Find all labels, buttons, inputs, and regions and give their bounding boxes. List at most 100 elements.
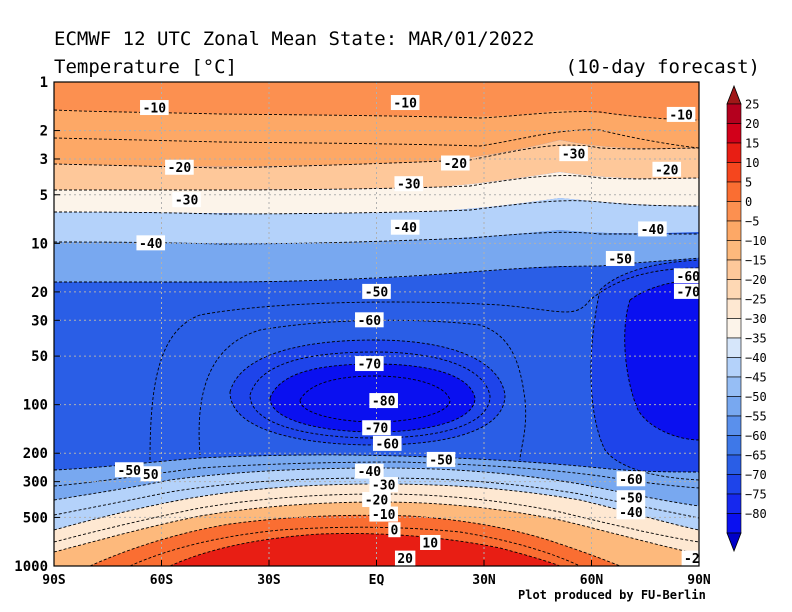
colorbar-swatch [726, 357, 742, 378]
y-tick-label: 100 [23, 398, 48, 414]
contour-label: 20 [397, 552, 413, 567]
contour-label: -50 [429, 453, 453, 468]
contour-label: -10 [393, 97, 417, 112]
contour-label: -40 [139, 237, 163, 252]
contour-label: -50 [365, 285, 389, 300]
x-axis: 90S 60S 30S EQ 30N 60N 90N [42, 560, 711, 588]
contour-label: -40 [393, 221, 417, 236]
contour-label: -10 [669, 108, 693, 123]
contour-label: -40 [619, 506, 643, 521]
colorbar-label: 0 [745, 195, 752, 209]
x-tick-label: 30S [257, 573, 281, 588]
colorbar-label: −30 [745, 312, 767, 326]
contour-label: 50 [143, 468, 159, 483]
contour-label-bg [390, 219, 420, 235]
contour-label: -10 [372, 508, 396, 523]
colorbar-label: −5 [745, 215, 759, 229]
contour-label-bg [140, 100, 169, 116]
colorbar-swatch [726, 415, 742, 436]
colorbar-swatch [726, 435, 742, 456]
colorbar-label: −60 [745, 429, 767, 443]
y-tick-label: 30 [31, 313, 48, 329]
contour-label: -60 [677, 270, 701, 285]
colorbar-label: 15 [745, 137, 759, 151]
contour-label: -20 [655, 163, 679, 178]
colorbar-swatch [726, 181, 742, 202]
y-tick-label: 20 [31, 285, 48, 301]
chart-title: ECMWF 12 UTC Zonal Mean State: MAR/01/20… [54, 28, 535, 50]
colorbar-swatch [726, 298, 742, 319]
colorbar-label: −25 [745, 293, 767, 307]
y-tick-label: 500 [23, 510, 48, 526]
contour-label: -60 [376, 437, 400, 452]
contour-label-bg [441, 155, 470, 171]
contour-line [54, 175, 699, 191]
contour-label: -40 [641, 223, 665, 238]
colorbar-swatch [726, 337, 742, 358]
contour-label-bg [355, 463, 384, 479]
contour-label-bg [172, 192, 201, 208]
contour-label: -50 [608, 252, 632, 267]
contour-label-bg [355, 356, 384, 372]
contour-line [54, 129, 699, 149]
y-tick-label: 5 [40, 188, 48, 204]
contour-label: -60 [619, 473, 643, 488]
x-tick-label: 60N [580, 573, 604, 588]
contour-label-bg [394, 176, 424, 192]
y-tick-label: 300 [23, 475, 48, 491]
contour-label-bg [388, 522, 401, 538]
colorbar-swatch [726, 376, 742, 397]
contour-label-bg [136, 235, 166, 251]
colorbar-label: −35 [745, 332, 767, 346]
colorbar-swatch [726, 123, 742, 144]
colorbar: 25 20 15 10 5 0 −5 −10 −15 −20 −25 −30 −35 −40 −45 −50 −… [726, 84, 767, 553]
contour-label-bg [362, 492, 391, 508]
contour-label-bg [369, 477, 398, 493]
contour-label: -30 [175, 194, 199, 209]
forecast-label: (10-day forecast) [565, 56, 760, 78]
contour-label-bg [616, 490, 646, 506]
contour-label: -2 [684, 552, 700, 567]
contour-label-bg [666, 106, 696, 122]
colorbar-label: −50 [745, 390, 767, 404]
colorbar-swatch [726, 220, 742, 241]
x-tick-label: 90S [42, 573, 66, 588]
contour-label: -20 [365, 494, 389, 509]
colorbar-label: −65 [745, 449, 767, 463]
contour-label: 0 [391, 524, 399, 539]
contour-label-bg [114, 462, 144, 478]
contour-label-bg [652, 161, 682, 177]
colorbar-label: −80 [745, 507, 767, 521]
contour-label-bg [638, 221, 667, 237]
colorbar-swatch [726, 279, 742, 300]
colorbar-swatch [726, 396, 742, 417]
contour-label: -40 [358, 465, 382, 480]
colorbar-label: −55 [745, 410, 767, 424]
plot-area: -10 -10-10-20 -20 -20-30-30-30-40-40 -40-50-… [54, 82, 701, 567]
contour-label-bg [673, 283, 699, 299]
contour-label: -10 [143, 102, 167, 117]
contour-label: -50 [118, 464, 142, 479]
colorbar-label: 25 [745, 98, 759, 112]
colorbar-top-arrow [726, 84, 742, 105]
contour-label-bg [165, 159, 194, 175]
contour-label: -30 [397, 178, 421, 193]
y-tick-label: 3 [40, 152, 48, 168]
contour-label-bg [681, 550, 699, 566]
colorbar-swatch [726, 454, 742, 475]
contour-label: -70 [365, 422, 389, 437]
contour-label-bg [362, 420, 391, 436]
contour-label: 10 [422, 536, 438, 551]
contour-line [54, 467, 699, 507]
contour-label-bg [372, 435, 402, 451]
colorbar-swatch [726, 318, 742, 339]
contour-label: -30 [562, 148, 586, 163]
y-axis: 1 2 3 5 10 20 30 50 100 200 300 500 1000 [14, 75, 60, 575]
contour-line [229, 339, 506, 446]
x-tick-label: 60S [150, 573, 174, 588]
x-tick-label: 90N [687, 573, 711, 588]
contour-label-bg [616, 504, 646, 520]
credit-text: Plot produced by FU-Berlin [518, 588, 706, 602]
contour-line [129, 526, 581, 566]
